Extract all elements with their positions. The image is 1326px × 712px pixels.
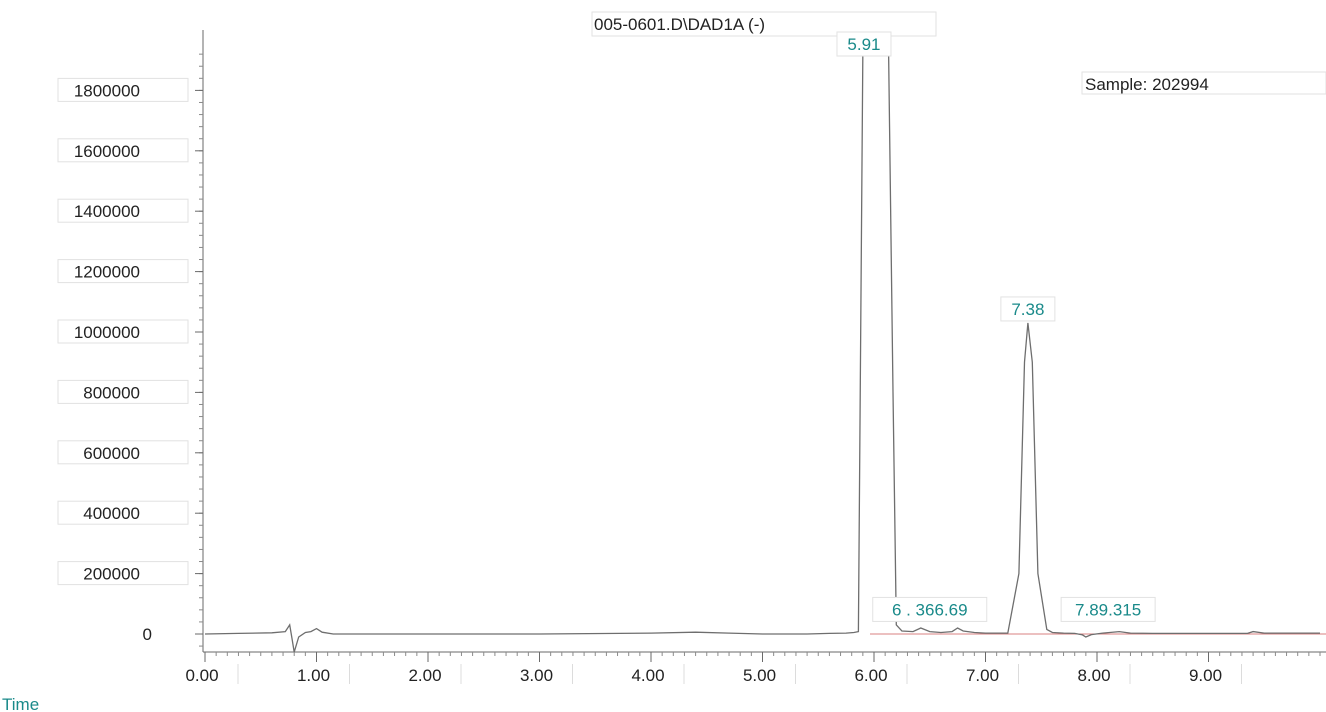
- peak-labels: 5.91 6 . 366.69 7.38 7.89.315: [836, 31, 1156, 622]
- sample-label: Sample: 202994: [1085, 75, 1209, 94]
- x-axis-ticks: 0.00 1.00 2.00 3.00 4.00 5.00 6.00 7.00 8.00 9.00: [185, 652, 1321, 685]
- signal-trace: [204, 44, 1320, 653]
- y-tick-label: 1200000: [74, 263, 140, 282]
- peak-label: 5.91: [847, 35, 880, 54]
- y-axis-ticks: 0 200000 400000 600000 800000 1000000 1200000 1…: [57, 53, 203, 647]
- y-tick-label: 1600000: [74, 142, 140, 161]
- y-tick-label-box: [57, 561, 189, 586]
- x-tick-label: 4.00: [631, 666, 664, 685]
- x-tick-label: 1.00: [297, 666, 330, 685]
- x-tick-label: 2.00: [408, 666, 441, 685]
- sample-box: [1081, 71, 1326, 95]
- x-tick-label: 3.00: [520, 666, 553, 685]
- x-tick-label: 9.00: [1189, 666, 1222, 685]
- y-tick-label: 0: [143, 625, 152, 644]
- peak-label-box: [1000, 296, 1056, 322]
- y-tick-label-box: [57, 77, 189, 102]
- y-tick-label: 1800000: [74, 81, 140, 100]
- peak-label: 6 . 366.69: [892, 600, 968, 619]
- x-tick-label: 5.00: [743, 666, 776, 685]
- y-tick-label: 400000: [83, 504, 140, 523]
- y-tick-label: 1000000: [74, 323, 140, 342]
- peak-label-box: [1060, 596, 1156, 622]
- peak-label: 7.38: [1011, 300, 1044, 319]
- peak-label-box: [872, 596, 988, 622]
- y-tick-label: 200000: [83, 565, 140, 584]
- y-tick-label-box: [57, 319, 189, 344]
- x-tick-label: 6.00: [854, 666, 887, 685]
- y-tick-label-box: [57, 440, 189, 465]
- x-tick-label: 0.00: [185, 666, 218, 685]
- y-tick-label-box: [57, 138, 189, 163]
- x-tick-label: 7.00: [966, 666, 999, 685]
- peak-label-box: [836, 31, 892, 57]
- peak-label: 7.89.315: [1075, 600, 1141, 619]
- y-tick-label-box: [57, 379, 189, 404]
- y-tick-label-box: [57, 198, 189, 223]
- y-tick-label: 1400000: [74, 202, 140, 221]
- y-tick-label: 800000: [83, 383, 140, 402]
- x-axis-label: Time: [2, 695, 39, 712]
- y-tick-label: 600000: [83, 444, 140, 463]
- chart-title: 005-0601.D\DAD1A (-): [594, 15, 765, 34]
- y-tick-label-box: [57, 500, 189, 525]
- y-tick-label-box: [57, 259, 189, 284]
- x-tick-label: 8.00: [1077, 666, 1110, 685]
